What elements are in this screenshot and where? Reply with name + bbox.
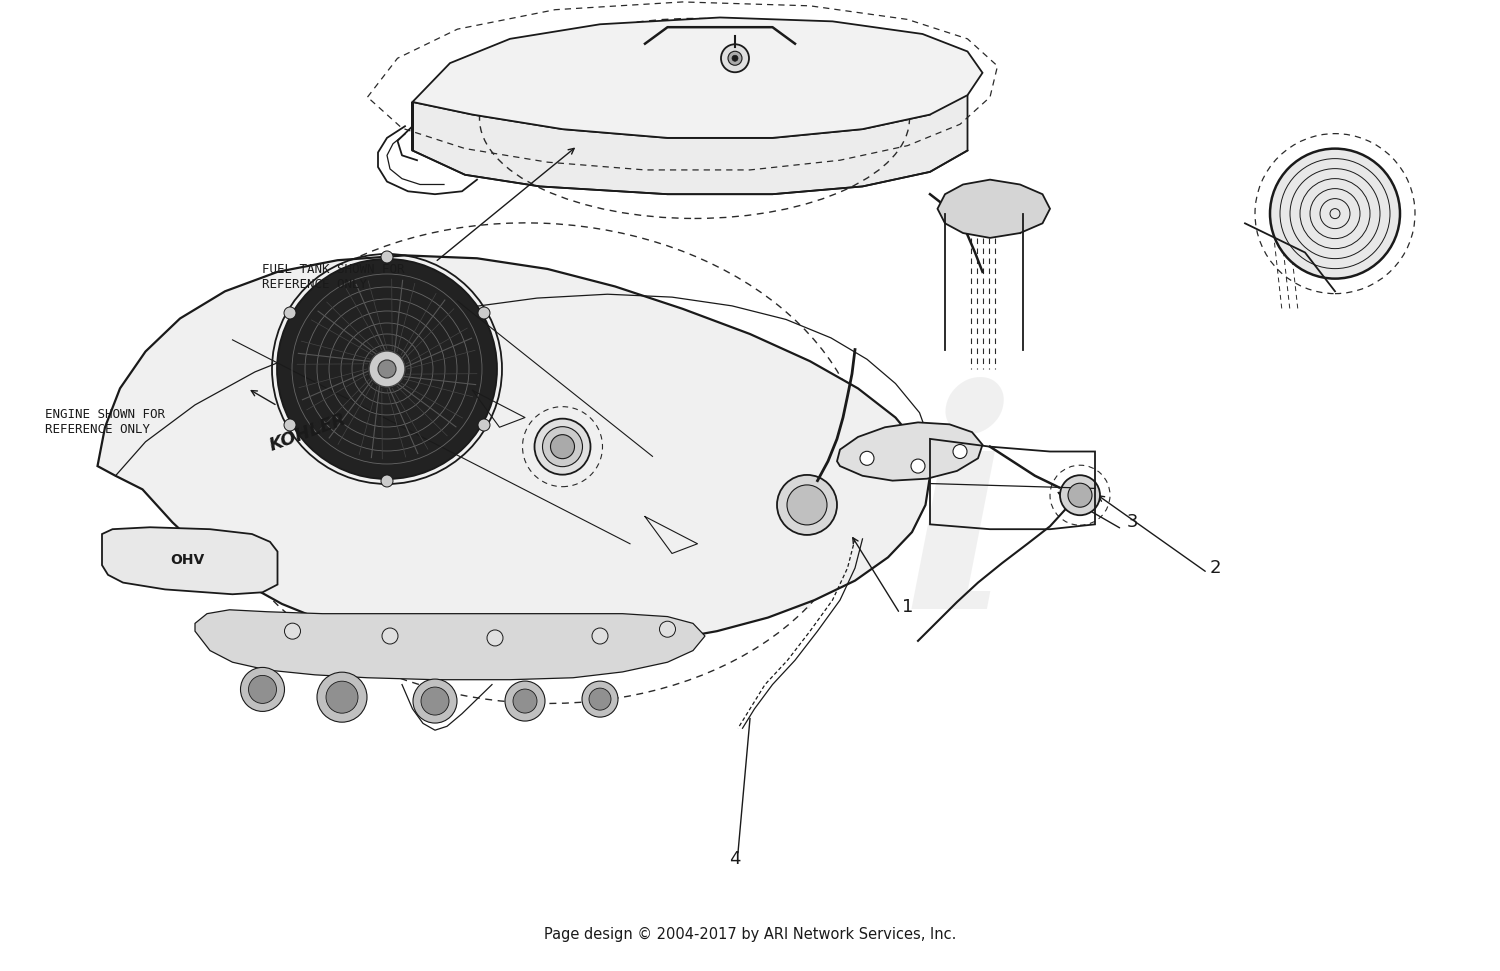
- Text: Page design © 2004-2017 by ARI Network Services, Inc.: Page design © 2004-2017 by ARI Network S…: [544, 926, 956, 942]
- Circle shape: [728, 51, 742, 65]
- Circle shape: [382, 628, 398, 644]
- Circle shape: [284, 419, 296, 431]
- Text: 4: 4: [729, 851, 741, 868]
- Circle shape: [378, 360, 396, 378]
- Circle shape: [550, 435, 574, 458]
- Circle shape: [326, 682, 358, 713]
- Circle shape: [478, 307, 490, 319]
- Polygon shape: [102, 527, 278, 594]
- Text: OHV: OHV: [171, 553, 204, 567]
- Circle shape: [413, 679, 458, 723]
- Polygon shape: [195, 610, 705, 680]
- Circle shape: [1068, 484, 1092, 507]
- Circle shape: [859, 452, 874, 465]
- Circle shape: [513, 689, 537, 713]
- Circle shape: [722, 45, 748, 72]
- Circle shape: [284, 307, 296, 319]
- Circle shape: [592, 628, 608, 644]
- Text: 3: 3: [1126, 514, 1138, 531]
- Text: ENGINE SHOWN FOR
REFERENCE ONLY: ENGINE SHOWN FOR REFERENCE ONLY: [45, 409, 165, 436]
- Polygon shape: [413, 53, 968, 194]
- Circle shape: [381, 251, 393, 263]
- Circle shape: [369, 351, 405, 387]
- Circle shape: [285, 623, 300, 639]
- Circle shape: [910, 459, 926, 473]
- Circle shape: [660, 621, 675, 637]
- Circle shape: [1270, 149, 1400, 279]
- Circle shape: [422, 687, 448, 715]
- Circle shape: [249, 676, 276, 703]
- Polygon shape: [98, 255, 930, 651]
- Polygon shape: [938, 180, 1050, 238]
- Text: 2: 2: [1209, 559, 1221, 577]
- Circle shape: [278, 259, 496, 479]
- Circle shape: [543, 426, 582, 467]
- Circle shape: [582, 681, 618, 718]
- Circle shape: [590, 688, 610, 710]
- Circle shape: [777, 475, 837, 535]
- Circle shape: [952, 445, 968, 458]
- Circle shape: [732, 55, 738, 61]
- Text: KOHLER: KOHLER: [267, 410, 348, 454]
- Circle shape: [381, 475, 393, 487]
- Circle shape: [788, 485, 826, 525]
- Polygon shape: [413, 17, 982, 138]
- Circle shape: [488, 630, 502, 646]
- Polygon shape: [837, 422, 983, 481]
- Circle shape: [316, 672, 368, 722]
- Circle shape: [506, 681, 544, 721]
- Text: ari: ari: [543, 377, 1017, 672]
- Circle shape: [478, 419, 490, 431]
- Text: FUEL TANK SHOWN FOR
REFERENCE ONLY: FUEL TANK SHOWN FOR REFERENCE ONLY: [262, 263, 405, 290]
- Text: 1: 1: [902, 598, 914, 616]
- Circle shape: [534, 419, 591, 475]
- Circle shape: [1060, 475, 1100, 516]
- Circle shape: [240, 667, 285, 712]
